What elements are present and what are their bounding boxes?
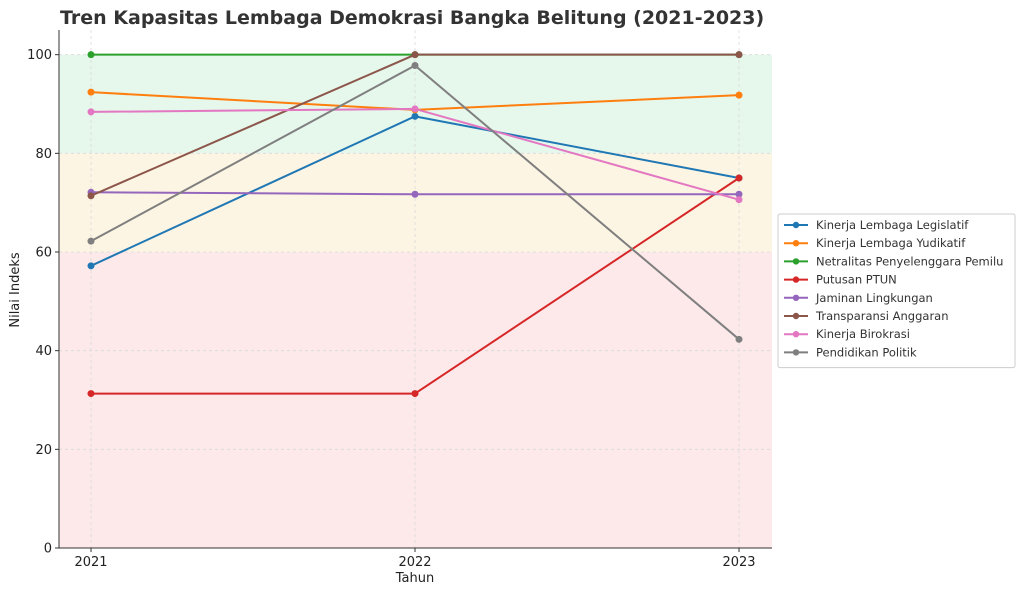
background-bands xyxy=(59,54,772,548)
data-point xyxy=(87,237,95,245)
legend-label: Kinerja Birokrasi xyxy=(816,327,910,341)
x-axis-title: Tahun xyxy=(395,571,434,586)
data-point xyxy=(87,88,95,96)
data-point xyxy=(735,51,743,59)
legend-swatch-marker xyxy=(792,294,800,301)
y-tick-label: 20 xyxy=(35,443,52,458)
y-axis-title: Nilai Indeks xyxy=(8,252,23,328)
data-point xyxy=(411,390,419,398)
y-tick-label: 100 xyxy=(27,48,52,63)
legend-swatch-marker xyxy=(792,331,800,338)
legend-label: Putusan PTUN xyxy=(816,273,897,287)
data-point xyxy=(735,196,743,204)
x-tick-label: 2022 xyxy=(398,555,431,570)
chart-title: Tren Kapasitas Lembaga Demokrasi Bangka … xyxy=(60,7,764,29)
data-point xyxy=(735,190,743,198)
data-point xyxy=(87,51,95,59)
legend-label: Kinerja Lembaga Legislatif xyxy=(816,218,969,232)
y-tick-label: 40 xyxy=(35,344,52,359)
legend-label: Kinerja Lembaga Yudikatif xyxy=(816,236,966,250)
legend-label: Jaminan Lingkungan xyxy=(815,291,933,305)
data-point xyxy=(411,190,419,198)
legend-label: Transparansi Anggaran xyxy=(815,309,949,323)
gridlines xyxy=(59,30,772,549)
data-point xyxy=(87,192,95,200)
data-point xyxy=(87,262,95,270)
band-1 xyxy=(59,153,772,252)
legend-swatch-marker xyxy=(792,221,800,229)
band-2 xyxy=(59,54,772,154)
band-0 xyxy=(59,252,772,548)
legend-box xyxy=(777,213,1016,369)
y-tick-label: 0 xyxy=(44,542,52,557)
x-tick-label: 2021 xyxy=(74,555,107,570)
legend-swatch-marker xyxy=(792,240,800,247)
legend: Kinerja Lembaga Legislatif Kinerja Lembag… xyxy=(777,213,1016,369)
legend-swatch-marker xyxy=(792,258,800,265)
legend-swatch-marker xyxy=(792,312,800,320)
legend-label: Pendidikan Politik xyxy=(816,345,917,359)
legend-swatch-marker xyxy=(792,349,800,356)
data-point xyxy=(411,51,419,59)
data-point xyxy=(735,174,743,182)
series-lines xyxy=(87,51,743,398)
data-point xyxy=(411,105,419,113)
data-point xyxy=(735,91,743,99)
data-point xyxy=(735,335,743,343)
axes: 0 20 40 60 80 100 2021 2022 2023 xyxy=(27,30,772,570)
y-tick-label: 60 xyxy=(35,246,52,261)
data-point xyxy=(411,112,419,120)
data-point xyxy=(411,62,419,70)
x-tick-label: 2023 xyxy=(722,555,755,570)
y-tick-label: 80 xyxy=(35,147,52,162)
legend-label: Netralitas Penyelenggara Pemilu xyxy=(816,254,1003,268)
data-point xyxy=(87,390,95,398)
data-point xyxy=(87,108,95,116)
legend-swatch-marker xyxy=(792,276,800,283)
